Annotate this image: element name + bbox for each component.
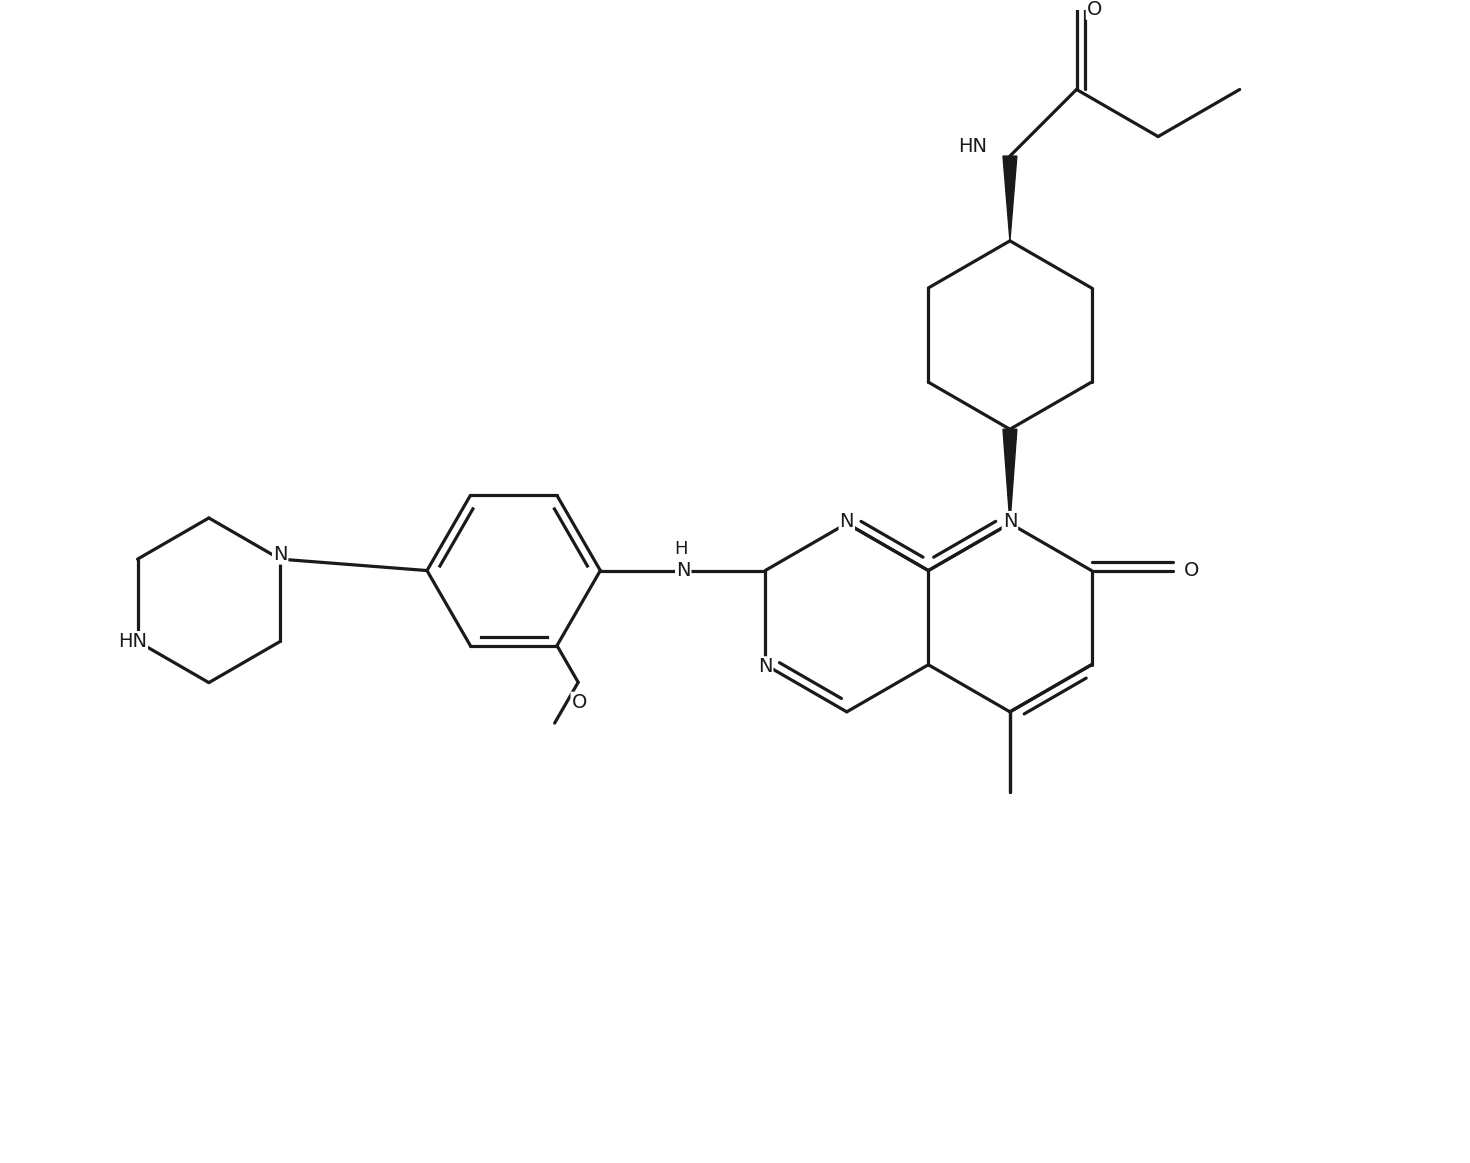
Text: HN: HN bbox=[118, 632, 147, 651]
Polygon shape bbox=[1003, 429, 1017, 523]
Text: N: N bbox=[839, 512, 854, 531]
Text: O: O bbox=[1086, 0, 1102, 19]
Text: H: H bbox=[675, 540, 688, 558]
Text: N: N bbox=[676, 561, 691, 580]
Polygon shape bbox=[1003, 156, 1017, 241]
Text: N: N bbox=[1003, 512, 1017, 531]
Text: O: O bbox=[572, 693, 587, 712]
Text: N: N bbox=[759, 657, 772, 676]
Text: N: N bbox=[273, 544, 288, 564]
Text: O: O bbox=[1183, 561, 1200, 580]
Text: HN: HN bbox=[958, 137, 986, 156]
